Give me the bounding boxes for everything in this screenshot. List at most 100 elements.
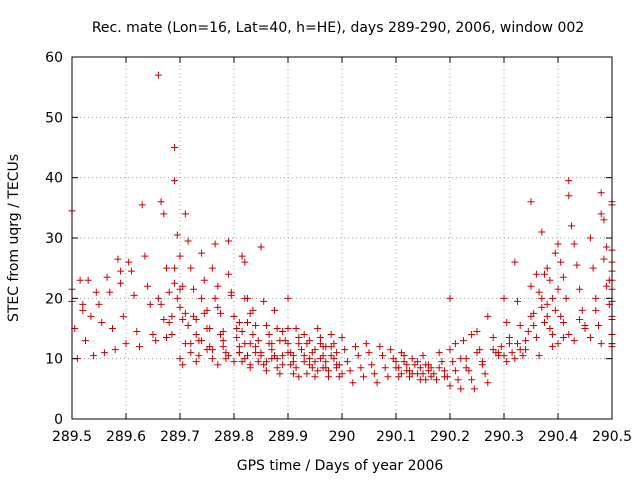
data-point bbox=[416, 364, 424, 372]
data-point bbox=[446, 346, 454, 354]
data-point bbox=[114, 255, 122, 263]
y-tick-label: 50 bbox=[45, 110, 63, 126]
data-point bbox=[373, 379, 381, 387]
data-point bbox=[141, 252, 149, 260]
data-point bbox=[430, 370, 438, 378]
data-point bbox=[117, 267, 125, 275]
data-point bbox=[117, 279, 125, 287]
data-point bbox=[252, 321, 260, 329]
data-point bbox=[581, 321, 589, 329]
data-point bbox=[235, 318, 243, 326]
data-point bbox=[589, 264, 597, 272]
x-tick-label: 290.3 bbox=[484, 429, 524, 445]
data-point bbox=[217, 331, 224, 339]
data-point bbox=[559, 273, 567, 281]
data-point bbox=[187, 349, 195, 357]
data-point bbox=[146, 300, 154, 308]
data-point bbox=[257, 349, 265, 357]
data-point bbox=[198, 337, 206, 345]
data-point bbox=[551, 249, 559, 257]
data-point bbox=[260, 297, 268, 305]
data-point bbox=[357, 364, 365, 372]
data-point bbox=[176, 252, 184, 260]
data-point bbox=[408, 370, 416, 378]
data-point bbox=[519, 352, 527, 360]
x-tick-label: 289.6 bbox=[106, 429, 146, 445]
x-axis-label: GPS time / Days of year 2006 bbox=[237, 458, 444, 474]
data-point bbox=[227, 288, 235, 296]
y-axis-label: STEC from uqrg / TECUs bbox=[6, 154, 22, 322]
data-point bbox=[541, 270, 548, 278]
data-point bbox=[171, 177, 179, 185]
data-point bbox=[408, 355, 416, 363]
data-point bbox=[244, 352, 251, 360]
data-point bbox=[365, 349, 373, 357]
data-point bbox=[559, 334, 567, 342]
data-point bbox=[130, 291, 138, 299]
data-point bbox=[303, 340, 311, 348]
data-point bbox=[535, 288, 543, 296]
data-point bbox=[82, 337, 89, 345]
data-point bbox=[330, 355, 338, 363]
data-point bbox=[462, 364, 470, 372]
data-point bbox=[260, 361, 268, 369]
data-point bbox=[505, 340, 513, 348]
data-point bbox=[76, 276, 84, 284]
data-point bbox=[300, 331, 308, 339]
data-point bbox=[176, 355, 184, 363]
data-point bbox=[554, 240, 562, 248]
data-point bbox=[208, 355, 216, 363]
data-point bbox=[387, 346, 395, 354]
data-point bbox=[273, 364, 281, 372]
data-point bbox=[376, 343, 384, 351]
data-point bbox=[433, 376, 440, 384]
data-point bbox=[262, 367, 270, 375]
data-point bbox=[600, 216, 608, 224]
data-point bbox=[249, 331, 257, 339]
data-point bbox=[179, 315, 187, 323]
data-point bbox=[457, 355, 465, 363]
data-point bbox=[557, 312, 565, 320]
data-point bbox=[508, 349, 516, 357]
data-point bbox=[103, 273, 111, 281]
data-point bbox=[568, 222, 575, 230]
data-point bbox=[138, 201, 146, 209]
data-point bbox=[295, 340, 303, 348]
data-point bbox=[235, 343, 243, 351]
data-point bbox=[511, 355, 519, 363]
data-point bbox=[268, 340, 276, 348]
data-point bbox=[384, 373, 392, 381]
data-point bbox=[211, 294, 219, 302]
data-point bbox=[160, 210, 168, 218]
data-point bbox=[165, 318, 173, 326]
data-point bbox=[238, 252, 246, 260]
data-point bbox=[427, 364, 435, 372]
y-tick-label: 20 bbox=[45, 291, 63, 307]
data-point bbox=[181, 340, 189, 348]
data-point bbox=[271, 352, 278, 360]
data-point bbox=[233, 334, 241, 342]
data-point bbox=[346, 367, 354, 375]
data-point bbox=[381, 364, 389, 372]
data-point bbox=[516, 321, 524, 329]
data-point bbox=[238, 328, 246, 336]
data-point bbox=[546, 325, 554, 332]
data-point bbox=[333, 349, 341, 357]
data-point bbox=[543, 264, 551, 272]
data-point bbox=[481, 370, 489, 378]
data-point bbox=[292, 364, 300, 372]
data-point bbox=[109, 325, 116, 332]
data-point bbox=[325, 373, 332, 381]
data-point bbox=[154, 294, 162, 302]
data-point bbox=[473, 349, 481, 357]
data-point bbox=[500, 294, 508, 302]
data-point bbox=[79, 306, 87, 314]
chart-title: Rec. mate (Lon=16, Lat=40, h=HE), days 2… bbox=[92, 20, 584, 36]
data-point bbox=[308, 349, 316, 357]
data-point bbox=[503, 318, 511, 326]
data-point bbox=[514, 297, 521, 305]
x-tick-label: 289.5 bbox=[52, 429, 92, 445]
x-tick-label: 290.1 bbox=[376, 429, 416, 445]
data-point bbox=[152, 337, 160, 345]
